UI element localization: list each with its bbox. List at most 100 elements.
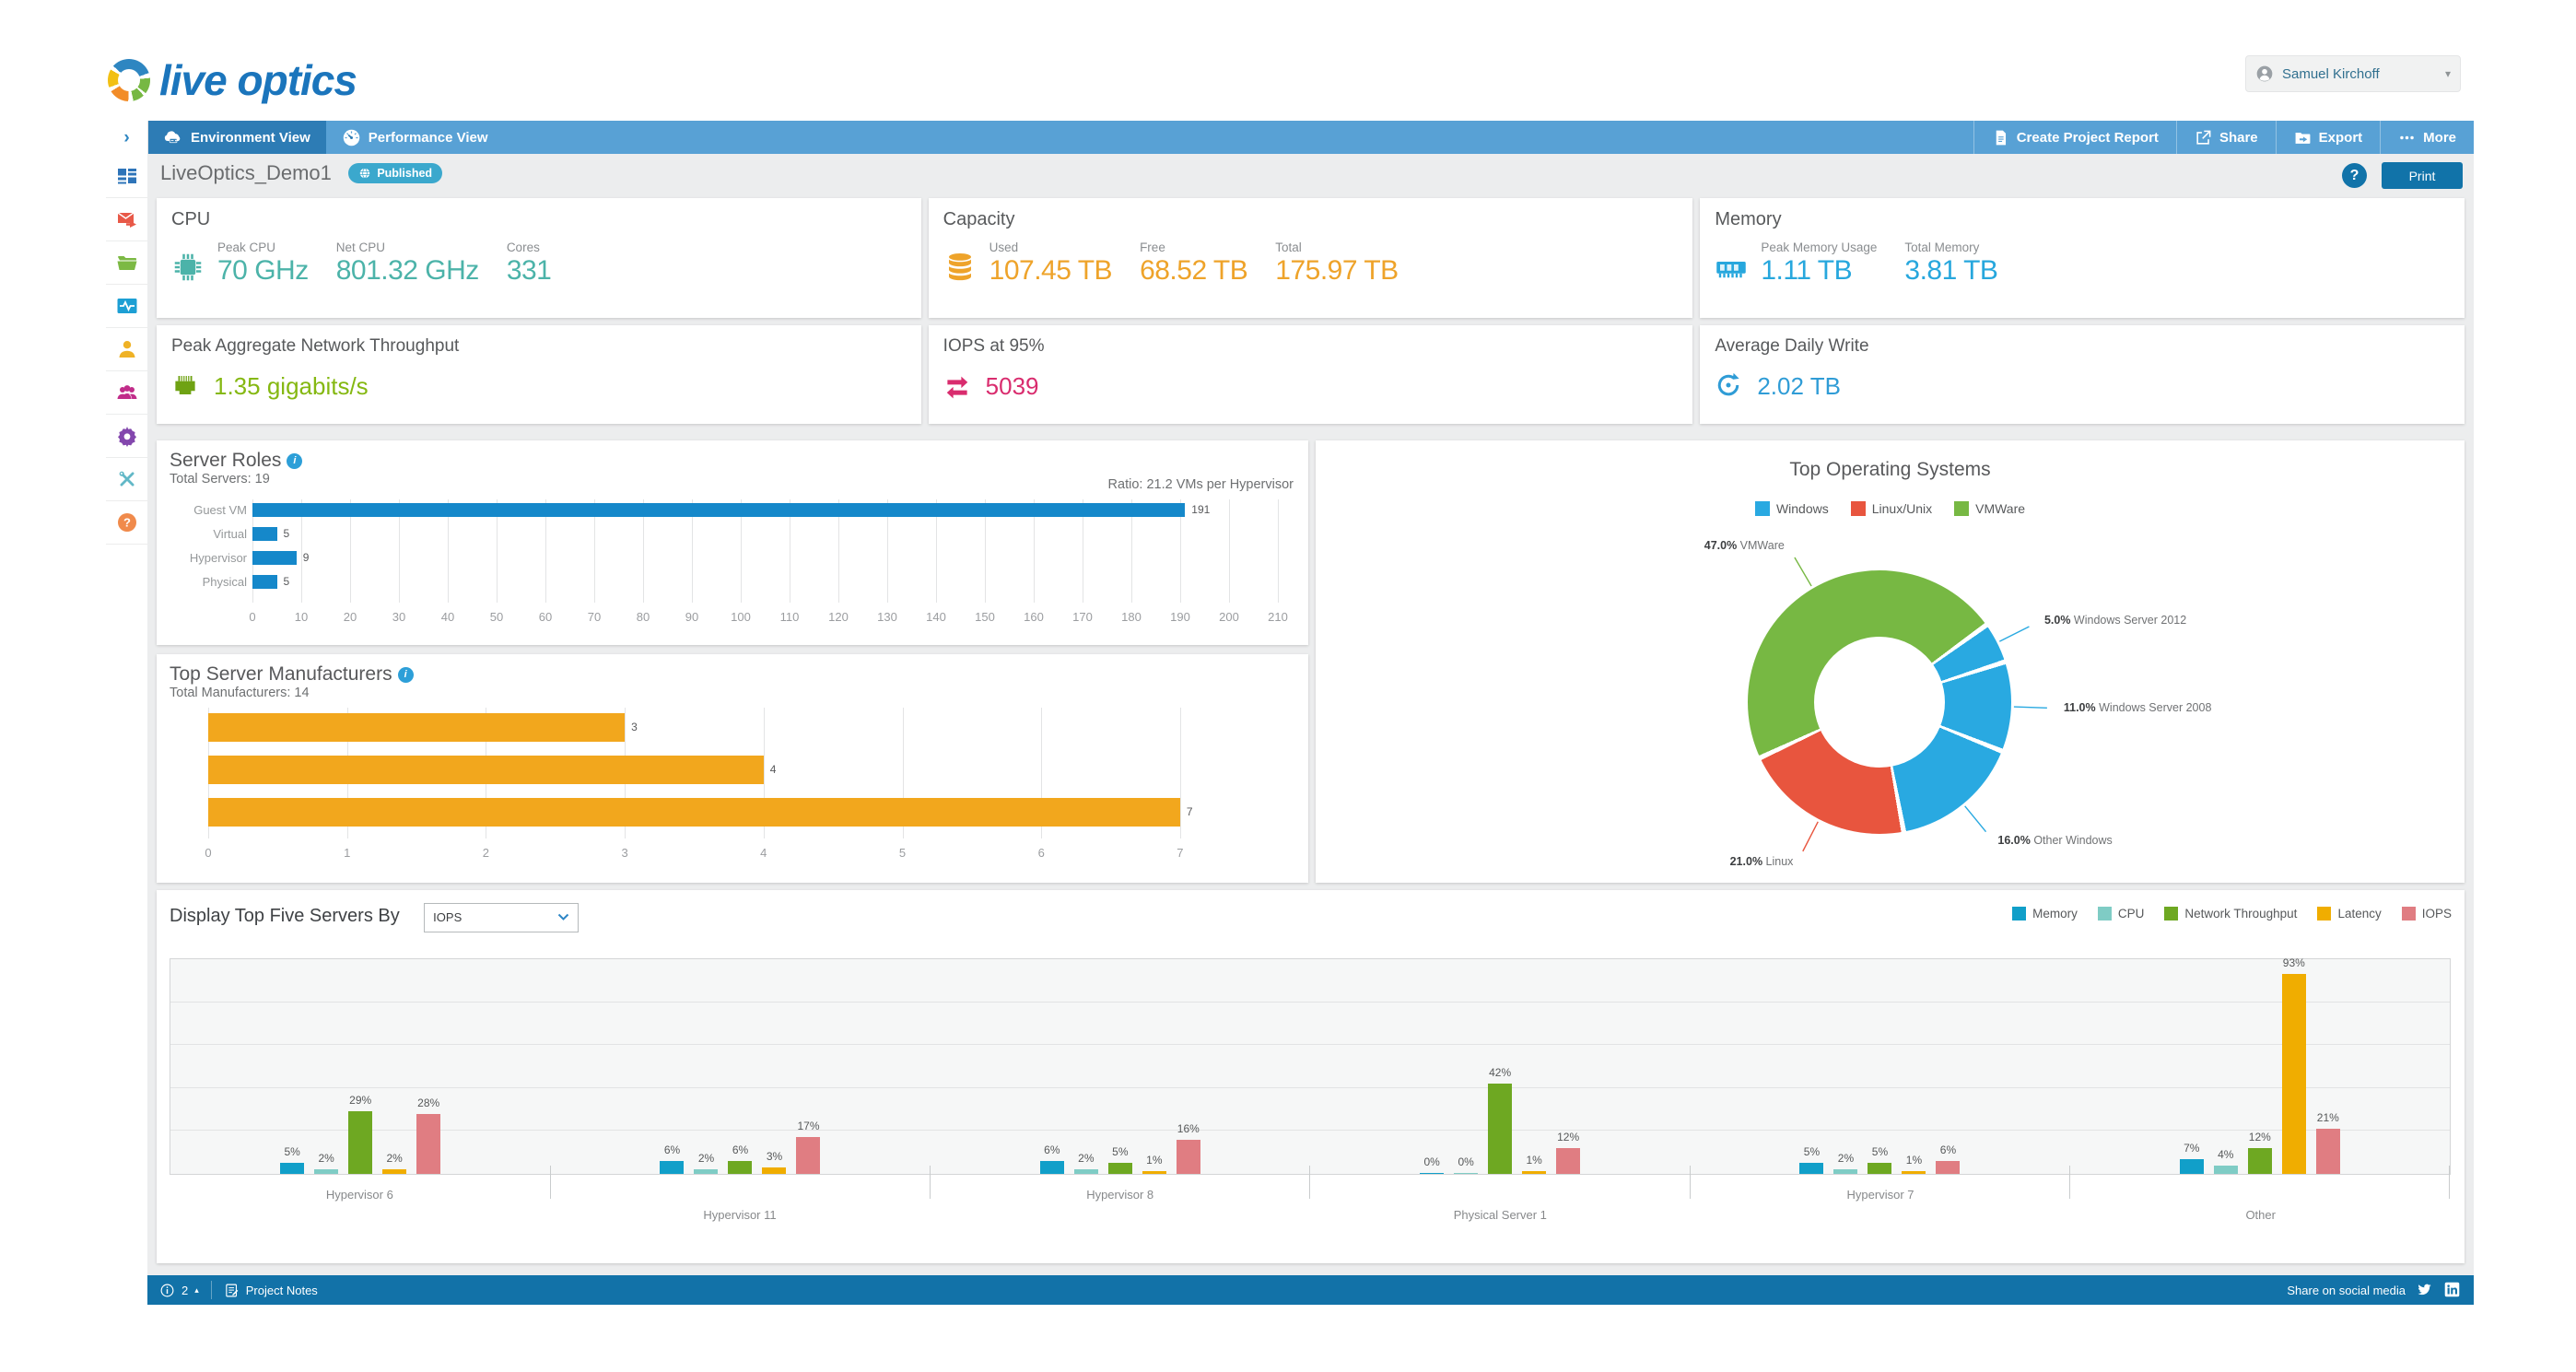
bar-value-label: 21% xyxy=(2316,1111,2339,1125)
axis-tick-label: 2 xyxy=(482,846,490,860)
axis-tick-label: 100 xyxy=(731,610,751,624)
notifications-toggle[interactable]: 2 ▴ xyxy=(147,1275,211,1305)
axis-tick-label: 120 xyxy=(828,610,849,624)
nav-action-export[interactable]: Export xyxy=(2275,121,2381,155)
bar-wrapper: 1% xyxy=(1522,1154,1547,1174)
bar-wrapper: 16% xyxy=(1176,1122,1200,1174)
kpi-stat-value: 68.52 TB xyxy=(1140,255,1248,286)
sidebar-item-dashboard[interactable] xyxy=(106,155,147,198)
sidebar-item-tools[interactable] xyxy=(106,458,147,501)
bar-wrapper: 29% xyxy=(348,1094,373,1174)
sidebar-item-mail-forward[interactable] xyxy=(106,198,147,241)
gridline xyxy=(763,708,765,838)
info-icon[interactable]: i xyxy=(397,666,414,683)
bar-wrapper: 5% xyxy=(1868,1145,1892,1174)
kpi-stat-label: Peak Memory Usage xyxy=(1761,240,1878,254)
legend-item: Linux/Unix xyxy=(1850,501,1932,516)
legend-swatch xyxy=(2097,907,2112,921)
nav-action-share[interactable]: Share xyxy=(2175,121,2276,155)
title-row: LiveOptics_Demo1 Published ? Print xyxy=(160,161,2465,198)
footer-right: Share on social media xyxy=(2287,1282,2474,1298)
bar xyxy=(314,1169,339,1174)
gridline xyxy=(170,1086,2450,1088)
bar xyxy=(1420,1173,1445,1174)
legend-label: Latency xyxy=(2337,907,2382,921)
gridline xyxy=(448,499,449,603)
kpi-stat-label: Used xyxy=(989,240,1019,254)
bar xyxy=(2281,974,2306,1174)
donut-slice-label: 5.0% Windows Server 2012 xyxy=(2043,613,2187,627)
bar xyxy=(728,1161,753,1174)
legend-swatch xyxy=(1754,501,1770,516)
legend-label: VMWare xyxy=(1975,501,2026,516)
kpi-stat-label: Cores xyxy=(506,240,540,254)
gridline xyxy=(985,499,986,603)
sidebar-item-users[interactable] xyxy=(106,371,147,415)
bar-value-label: 6% xyxy=(1939,1143,1957,1157)
bar xyxy=(2315,1129,2340,1174)
gauge-icon xyxy=(342,128,361,147)
linkedin-icon[interactable] xyxy=(2444,1282,2461,1298)
axis-tick-label: 130 xyxy=(877,610,897,624)
donut-slice-label: 11.0% Windows Server 2008 xyxy=(2063,700,2212,714)
bar xyxy=(2213,1165,2238,1174)
note-icon xyxy=(226,1284,239,1296)
twitter-icon[interactable] xyxy=(2417,1282,2433,1298)
axis-tick-label: 110 xyxy=(779,610,800,624)
legend-swatch xyxy=(2401,907,2416,921)
donut-slice-label: 47.0% VMWare xyxy=(1704,538,1785,552)
bar xyxy=(1799,1163,1824,1174)
bar xyxy=(348,1111,373,1174)
print-button[interactable]: Print xyxy=(2382,162,2463,189)
notification-count: 2 xyxy=(181,1283,189,1297)
nav-action-more[interactable]: More xyxy=(2380,121,2474,155)
sidebar-item-help[interactable]: ? xyxy=(106,501,147,545)
sidebar-item-settings-gear[interactable] xyxy=(106,415,147,458)
kpi-stat-label: Free xyxy=(1140,240,1165,254)
bar xyxy=(280,1163,305,1174)
axis-tick-label: 0 xyxy=(205,846,212,860)
help-button[interactable]: ? xyxy=(2342,163,2367,188)
bar-wrapper: 12% xyxy=(1556,1131,1581,1174)
kpi-title: Capacity xyxy=(943,209,1015,229)
bar-wrapper: 4% xyxy=(2213,1148,2238,1174)
bar xyxy=(252,503,1186,517)
gridline xyxy=(887,499,888,603)
top-servers-group-labels: Hypervisor 6 Hypervisor 11 Hypervisor 8 Phy… xyxy=(170,1177,2451,1222)
bar-value-label: 29% xyxy=(349,1094,372,1108)
bar-wrapper: 3% xyxy=(762,1150,787,1174)
kpi-card-memory: Memory Peak Memory Usage 1.11 TB Total Memo… xyxy=(1700,198,2465,318)
tab-environment-view[interactable]: Environment View xyxy=(148,121,326,155)
kpi-title: Memory xyxy=(1715,209,1782,229)
project-notes-button[interactable]: Project Notes xyxy=(212,1275,330,1305)
axis-tick-label: 170 xyxy=(1072,610,1093,624)
kpi-stat: Free 68.52 TB xyxy=(1140,240,1248,287)
top-servers-dropdown[interactable]: IOPS xyxy=(424,902,580,932)
bar xyxy=(1868,1163,1892,1174)
kpi-row-1: CPU Peak CPU 70 GHz Net CPU 801.32 GHz Cores 3… xyxy=(157,198,2465,318)
axis-tick-label: 5 xyxy=(898,846,907,860)
legend-swatch xyxy=(2317,907,2332,921)
axis-tick-label: 1 xyxy=(344,846,351,860)
axis-tick xyxy=(2069,1166,2071,1199)
sidebar-item-activity-monitor[interactable] xyxy=(106,285,147,328)
bar-value-label: 6% xyxy=(663,1143,681,1157)
bar xyxy=(1488,1084,1513,1174)
kpi-card-average-daily-write: Average Daily Write 2.02 TB xyxy=(1700,325,2465,424)
sidebar-toggle[interactable]: › xyxy=(106,121,148,155)
sidebar-item-folder[interactable] xyxy=(106,241,147,285)
bar-wrapper: 5% xyxy=(1799,1145,1824,1174)
sidebar-item-user[interactable] xyxy=(106,328,147,371)
nav-action-create-project-report[interactable]: Create Project Report xyxy=(1973,121,2176,155)
logo: live optics xyxy=(108,55,357,105)
bar xyxy=(1522,1171,1547,1174)
top-manufacturers-subtitle: Total Manufacturers: 14 xyxy=(170,686,310,700)
bar-wrapper: 12% xyxy=(2247,1131,2272,1174)
info-icon[interactable]: i xyxy=(287,452,303,469)
bar-value-label: 5 xyxy=(283,575,290,588)
axis-tick-label: 190 xyxy=(1170,610,1190,624)
bar xyxy=(252,551,297,565)
user-menu[interactable]: Samuel Kirchoff ▾ xyxy=(2245,55,2461,92)
bar-value-label: 1% xyxy=(1146,1154,1163,1167)
tab-performance-view[interactable]: Performance View xyxy=(326,121,504,155)
